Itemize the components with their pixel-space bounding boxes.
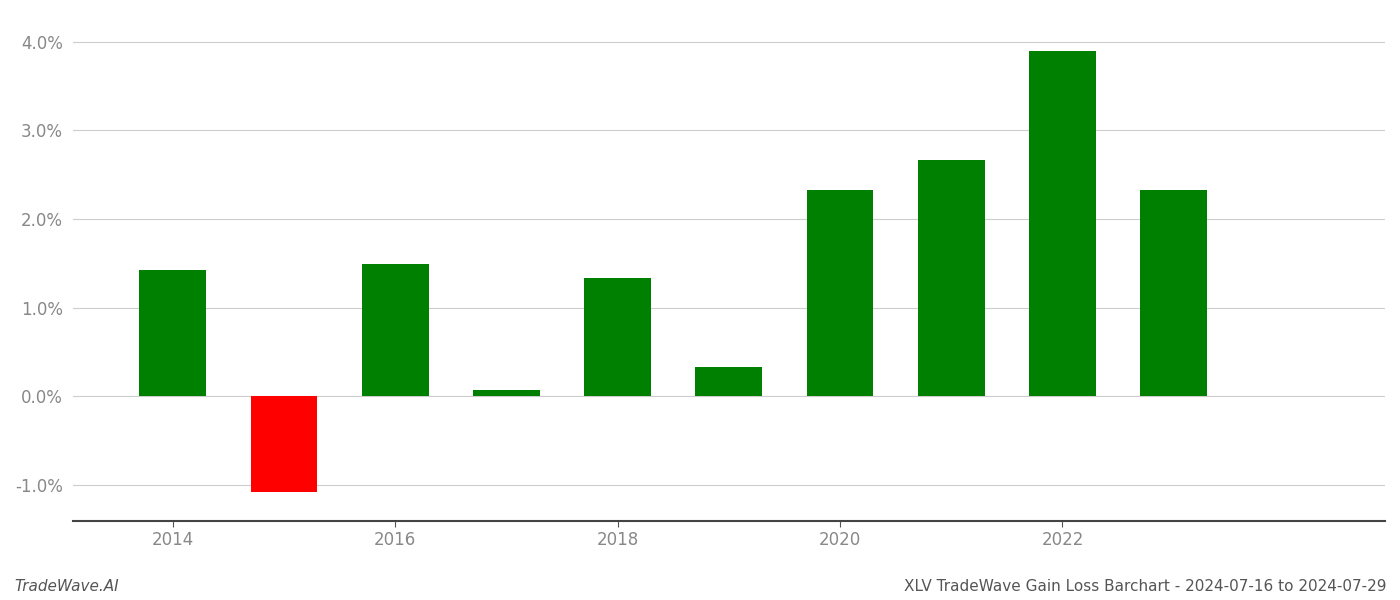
Text: XLV TradeWave Gain Loss Barchart - 2024-07-16 to 2024-07-29: XLV TradeWave Gain Loss Barchart - 2024-… [903, 579, 1386, 594]
Bar [584, 278, 651, 397]
Bar [473, 390, 540, 397]
Bar [806, 190, 874, 397]
Text: TradeWave.AI: TradeWave.AI [14, 579, 119, 594]
Bar [918, 160, 984, 397]
Bar [361, 264, 428, 397]
Bar [1141, 190, 1207, 397]
Bar [251, 397, 318, 492]
Bar [1029, 52, 1096, 397]
Bar [140, 271, 206, 397]
Bar [696, 367, 762, 397]
